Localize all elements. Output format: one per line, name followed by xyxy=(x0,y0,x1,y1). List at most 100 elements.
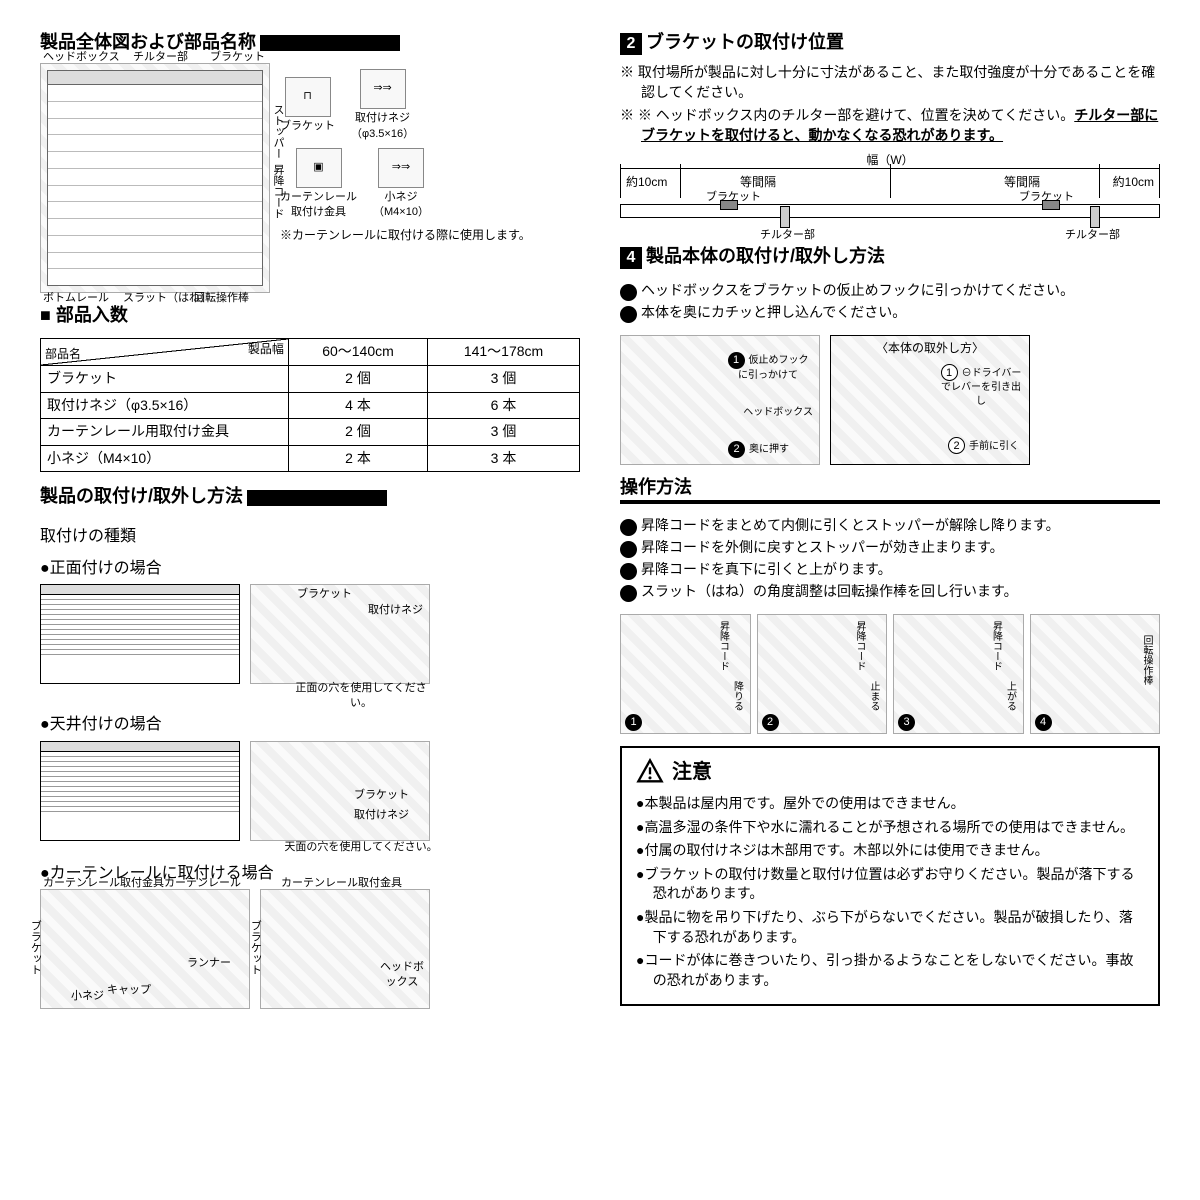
caution-title-text: 注意 xyxy=(672,758,712,786)
detach-title: 〈本体の取外し方〉 xyxy=(831,340,1029,357)
op1-down: 降りる xyxy=(730,681,744,711)
op2-liftcord: 昇降コード xyxy=(852,621,866,671)
warning-icon xyxy=(636,758,664,786)
operation-diagram-4: 回転操作棒 4 xyxy=(1030,614,1161,734)
list-item: 4スラット（はね）の角度調整は回転操作棒を回し行います。 xyxy=(620,582,1160,602)
th-corner-right: 製品幅 xyxy=(248,341,284,358)
parts-illustrations: ⊓ ブラケット ⇒⇒ 取付けネジ （φ3.5×16） ▣ カーテンレール 取付け… xyxy=(280,63,580,243)
label-slat: スラット（はね） xyxy=(123,291,211,306)
th-corner-left: 部品名 xyxy=(45,346,81,363)
install-types-subheading: 取付けの種類 xyxy=(40,526,580,548)
runner-label: ランナー xyxy=(187,956,231,971)
front-note: 正面の穴を使用してください。 xyxy=(291,681,431,712)
rail-note: ※カーテンレールに取付ける際に使用します。 xyxy=(280,227,580,244)
label-liftcord: 昇降コード xyxy=(270,164,285,219)
list-item: 付属の取付けネジは木部用です。木部以外には使用できません。 xyxy=(636,841,1144,861)
ceiling-screw-label: 取付けネジ xyxy=(354,808,409,823)
op3-up: 上がる xyxy=(1003,681,1017,711)
op4-rotaterod: 回転操作棒 xyxy=(1139,635,1153,685)
front-screw-label: 取付けネジ xyxy=(368,603,423,618)
list-item: 3昇降コードを真下に引くと上がります。 xyxy=(620,560,1160,580)
bracket-label-right: ブラケット xyxy=(1019,190,1074,205)
section2-title: ブラケットの取付け位置 xyxy=(646,32,844,52)
left-column: 製品全体図および部品名称 ヘッドボックス チルター部 ブラケット ストッパー 昇… xyxy=(40,30,580,1170)
detach-pull-label: 手前に引く xyxy=(969,441,1019,452)
detach-diagram: 〈本体の取外し方〉 1⊖ドライバーでレバーを引き出し 2手前に引く xyxy=(830,335,1030,465)
tilter-label-right: チルター部 xyxy=(1065,228,1120,243)
part-rail-fitting: ▣ カーテンレール 取付け金具 xyxy=(280,148,357,221)
op2-stop: 止まる xyxy=(866,681,880,711)
label-bracket: ブラケット xyxy=(210,50,265,65)
caution-title: 注意 xyxy=(636,758,1144,786)
op3-liftcord: 昇降コード xyxy=(989,621,1003,671)
ceiling-mount-heading: 天井付けの場合 xyxy=(40,714,580,736)
rail-small-screw-label: 小ネジ xyxy=(71,989,104,1004)
th-col2: 141〜178cm xyxy=(428,339,580,366)
front-mount-detail-diagram: ブラケット 取付けネジ 正面の穴を使用してください。 xyxy=(250,584,430,684)
ceiling-mount-detail-diagram: ブラケット 取付けネジ 天面の穴を使用してください。 xyxy=(250,741,430,841)
front-bracket-label: ブラケット xyxy=(297,587,352,602)
overview-row: ヘッドボックス チルター部 ブラケット ストッパー 昇降コード 回転操作棒 ボト… xyxy=(40,63,580,293)
part-rail-fitting-label: カーテンレール 取付け金具 xyxy=(280,190,357,221)
front-mount-blind-diagram xyxy=(40,584,240,684)
approx10-right: 約10cm xyxy=(1113,174,1154,191)
attach-hook-label: 仮止めフックに引っかけて xyxy=(738,355,809,381)
table-row: 小ネジ（M4×10）2 本3 本 xyxy=(41,445,580,472)
parts-table: 部品名 製品幅 60〜140cm 141〜178cm ブラケット2 個3 個 取… xyxy=(40,338,580,472)
heading-overview: 製品全体図および部品名称 xyxy=(40,30,580,55)
list-item: 製品に物を吊り下げたり、ぶら下がらないでください。製品が破損したり、落下する恐れ… xyxy=(636,908,1144,947)
table-row: 取付けネジ（φ3.5×16）4 本6 本 xyxy=(41,392,580,419)
blind-overview-diagram: ヘッドボックス チルター部 ブラケット ストッパー 昇降コード 回転操作棒 ボト… xyxy=(40,63,270,293)
attach-headbox-label: ヘッドボックス xyxy=(743,406,813,420)
bracket-icon: ⊓ xyxy=(285,77,331,117)
operation-steps: 1昇降コードをまとめて内側に引くとストッパーが解除し降ります。 2昇降コードを外… xyxy=(620,514,1160,604)
ceiling-note: 天面の穴を使用してください。 xyxy=(261,840,461,855)
ceiling-bracket-label: ブラケット xyxy=(354,788,409,803)
part-screw-spec: （φ3.5×16） xyxy=(351,127,414,142)
operation-diagram-1: 昇降コード 降りる 1 xyxy=(620,614,751,734)
equal-left: 等間隔 xyxy=(740,174,776,191)
rail-label: カーテンレール xyxy=(164,876,241,891)
part-bracket-label: ブラケット xyxy=(280,119,335,134)
table-row: ブラケット2 個3 個 xyxy=(41,365,580,392)
list-item: コードが体に巻きついたり、引っ掛かるようなことをしないでください。事故の恐れがあ… xyxy=(636,951,1144,990)
th-corner: 部品名 製品幅 xyxy=(41,339,289,366)
note-1: 取付場所が製品に対し十分に寸法があること、また取付強度が十分であることを確認して… xyxy=(620,63,1160,102)
label-bottomrail: ボトムレール xyxy=(43,291,109,306)
list-item: 本製品は屋内用です。屋外での使用はできません。 xyxy=(636,794,1144,814)
heading-install: 製品の取付け/取外し方法 xyxy=(40,484,580,509)
section4-number: 4 xyxy=(620,247,642,269)
screw-icon: ⇒⇒ xyxy=(360,69,406,109)
label-stopper: ストッパー xyxy=(270,104,285,159)
tilter-label-left: チルター部 xyxy=(760,228,815,243)
part-bracket: ⊓ ブラケット xyxy=(280,77,335,134)
front-mount-heading: 正面付けの場合 xyxy=(40,558,580,580)
label-headbox: ヘッドボックス xyxy=(43,50,120,65)
list-item: ブラケットの取付け数量と取付け位置は必ずお守りください。製品が落下する恐れがあり… xyxy=(636,865,1144,904)
attach-steps: 1ヘッドボックスをブラケットの仮止めフックに引っかけてください。 2本体を奥にカ… xyxy=(620,279,1160,325)
bracket-position-schematic: 幅（W） 約10cm 等間隔 等間隔 約10cm ブラケット ブラケット チルタ… xyxy=(620,156,1160,236)
bracket-label-left: ブラケット xyxy=(706,190,761,205)
caution-list: 本製品は屋内用です。屋外での使用はできません。 高温多湿の条件下や水に濡れること… xyxy=(636,794,1144,990)
operation-diagram-3: 昇降コード 上がる 3 xyxy=(893,614,1024,734)
list-item: 2昇降コードを外側に戻すとストッパーが効き止まります。 xyxy=(620,538,1160,558)
rail-mount-diagram-1: カーテンレール取付金具 カーテンレール ランナー キャップ 小ネジ ブラケット xyxy=(40,889,250,1009)
part-small-screw-spec: （M4×10） xyxy=(373,205,429,220)
attach-diagram: 1仮止めフックに引っかけて ヘッドボックス 2奥に押す xyxy=(620,335,820,465)
op1-liftcord: 昇降コード xyxy=(716,621,730,671)
rail-bracket-label-2: ブラケット xyxy=(247,920,262,975)
right-column: 2ブラケットの取付け位置 取付場所が製品に対し十分に寸法があること、また取付強度… xyxy=(620,30,1160,1170)
ceiling-mount-blind-diagram xyxy=(40,741,240,841)
list-item: 高温多湿の条件下や水に濡れることが予想される場所での使用はできません。 xyxy=(636,818,1144,838)
heading-parts-count: 部品入数 xyxy=(40,303,580,328)
part-screw: ⇒⇒ 取付けネジ （φ3.5×16） xyxy=(351,69,414,142)
heading-attach-detach: 4製品本体の取付け/取外し方法 xyxy=(620,244,1160,269)
rail-mount-diagram-2: カーテンレール取付金具 ブラケット ヘッドボックス xyxy=(260,889,430,1009)
list-item: 1ヘッドボックスをブラケットの仮止めフックに引っかけてください。 xyxy=(620,281,1160,301)
section4-title: 製品本体の取付け/取外し方法 xyxy=(646,246,885,266)
caution-box: 注意 本製品は屋内用です。屋外での使用はできません。 高温多湿の条件下や水に濡れ… xyxy=(620,746,1160,1006)
section2-number: 2 xyxy=(620,33,642,55)
th-col1: 60〜140cm xyxy=(288,339,427,366)
label-tilter: チルター部 xyxy=(133,50,188,65)
equal-right: 等間隔 xyxy=(1004,174,1040,191)
